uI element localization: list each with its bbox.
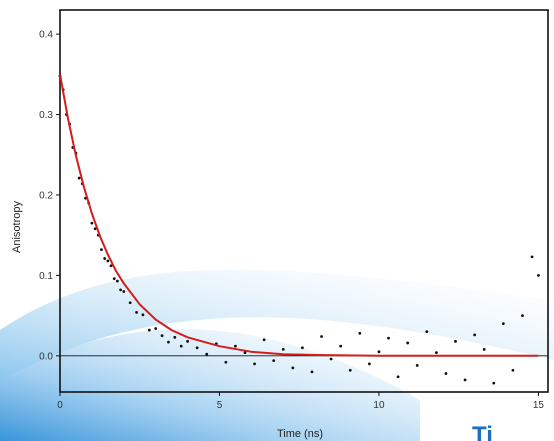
data-point [141,313,145,317]
data-point [167,340,170,344]
data-point [511,368,515,372]
data-point [339,344,343,348]
data-point [90,221,94,225]
data-point [415,364,419,367]
data-point [320,335,323,338]
data-point [482,347,486,351]
plot-frame [59,9,549,393]
data-point [301,346,304,350]
y-tick-label: 0.0 [39,351,53,362]
data-point [463,378,467,382]
data-point [387,336,390,340]
y-tick-label: 0.1 [39,271,53,282]
data-point [537,273,540,277]
data-point [377,350,381,354]
data-point [100,248,103,252]
x-axis-label: Time (ns) [277,428,323,440]
data-point [310,370,314,374]
data-point [358,331,362,335]
data-point [93,227,97,231]
data-point [444,372,448,375]
y-tick-label: 0.4 [39,30,53,41]
data-point [224,360,228,364]
swoosh-band-light [0,269,554,380]
data-point [186,339,189,343]
data-point [160,334,164,338]
data-point [425,330,429,334]
x-tick-label: 15 [533,400,545,411]
x-tick-label: 5 [217,400,223,411]
y-tick-label: 0.3 [39,110,53,121]
data-point [205,352,209,356]
data-point [501,322,505,326]
data-point [106,259,110,263]
data-point [530,255,534,259]
data-point [272,359,276,363]
data-point [329,357,333,361]
data-point [473,333,477,337]
data-point [195,346,199,350]
data-point [243,351,247,354]
brand-logo: Ti [472,422,493,441]
data-point [291,366,295,370]
data-point [116,279,119,283]
data-point [119,288,123,292]
data-point [262,338,266,342]
x-tick-label: 10 [373,400,385,411]
data-point [367,362,371,366]
data-point [109,264,113,268]
data-point [492,381,496,385]
data-point [173,335,177,339]
y-axis-label: Anisotropy [11,201,23,253]
data-point [77,176,81,180]
data-point [281,347,285,351]
x-tick-label: 0 [57,400,63,411]
data-point [122,290,126,293]
data-point [396,375,400,379]
data-point [112,277,116,281]
data-point [103,257,107,260]
data-point [135,310,138,314]
data-point [434,351,438,354]
data-point [406,341,410,345]
data-point [234,344,237,348]
data-point [521,314,524,317]
data-point [147,328,151,332]
data-point [179,344,183,348]
data-point [128,301,132,305]
data-point [253,362,256,366]
data-point [454,339,457,343]
y-tick-label: 0.2 [39,190,53,201]
data-point [348,368,352,372]
fit-curve [59,74,539,357]
swoosh-band-dark [0,329,420,441]
data-point [154,327,158,330]
